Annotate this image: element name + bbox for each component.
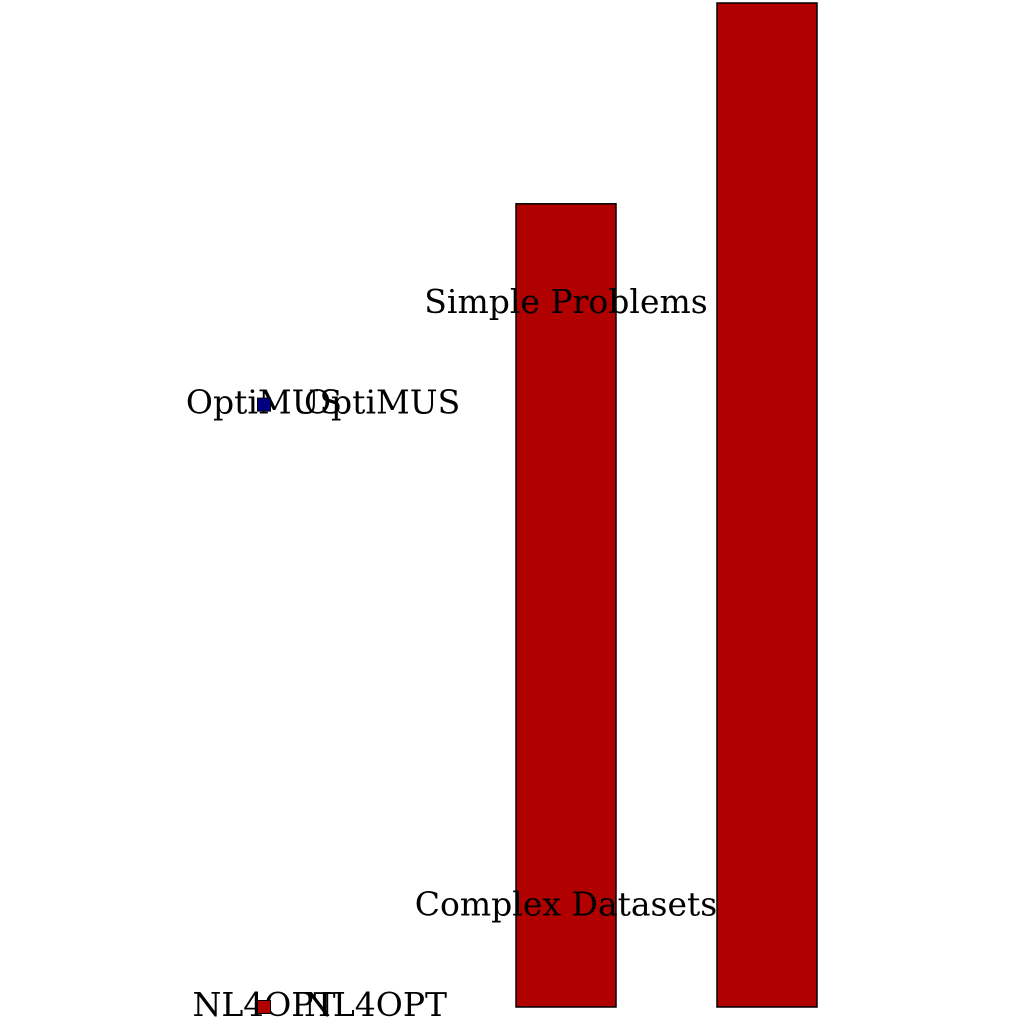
legend-marker [257, 1000, 271, 1014]
annotations-layer: Simple Problems Complex Datasets [415, 282, 717, 923]
legend-label-overlap: NL4OPT [304, 985, 447, 1024]
bars-layer [515, 2, 818, 1008]
legend: OptiMUSOptiMUS NL4OPTNL4OPT [186, 383, 460, 1024]
legend-label-overlap: OptiMUS [304, 383, 460, 422]
annotation-1: Simple Problems [424, 282, 707, 321]
bar-1 [515, 203, 617, 1008]
annotation-2: Complex Datasets [415, 885, 717, 924]
bar-2 [716, 2, 818, 1008]
legend-entry-2: NL4OPTNL4OPT [192, 985, 447, 1024]
legend-marker [257, 397, 271, 412]
legend-entry-1: OptiMUSOptiMUS [186, 383, 460, 422]
